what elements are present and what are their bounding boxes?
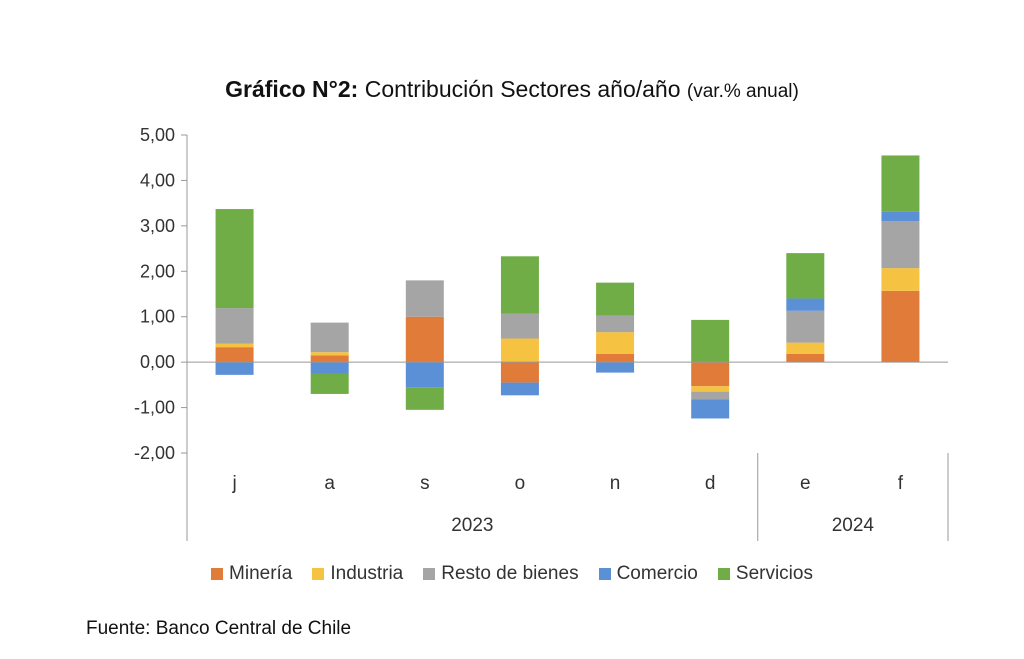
legend-item-industria: Industria xyxy=(312,563,403,585)
legend-label: Minería xyxy=(229,563,293,584)
bar-segment-minería xyxy=(596,353,635,363)
legend-swatch xyxy=(423,568,436,580)
x-tick-label: o xyxy=(515,473,526,494)
bar-segment-resto-de-bienes xyxy=(500,313,539,339)
bar-segment-comercio xyxy=(596,362,635,373)
chart-title-main: Contribución Sectores año/año xyxy=(358,76,687,102)
y-tick-label: -2,00 xyxy=(134,443,175,463)
bar-segment-comercio xyxy=(500,382,539,396)
legend-swatch xyxy=(598,568,611,580)
x-tick-label: e xyxy=(800,473,811,494)
legend-swatch xyxy=(211,568,224,580)
x-tick-label: d xyxy=(705,473,716,494)
y-tick-label: 2,00 xyxy=(140,261,175,281)
bar-segment-servicios xyxy=(310,373,349,394)
y-tick-label: -1,00 xyxy=(134,398,175,418)
legend-label: Servicios xyxy=(735,563,813,584)
bar-segment-resto-de-bienes xyxy=(215,308,254,344)
x-tick-label: s xyxy=(420,473,430,494)
bar-segment-industria xyxy=(881,268,920,291)
bar-segment-resto-de-bienes xyxy=(405,280,444,317)
legend-item-servicios: Servicios xyxy=(717,563,813,585)
y-tick-label: 3,00 xyxy=(140,216,175,236)
bar-segment-servicios xyxy=(596,282,635,316)
bar-segment-industria xyxy=(786,342,825,354)
legend-item-comercio: Comercio xyxy=(598,563,698,585)
chart-title: Gráfico N°2: Contribución Sectores año/a… xyxy=(0,76,1024,103)
bar-segment-servicios xyxy=(215,209,254,309)
bar-segment-servicios xyxy=(881,155,920,212)
legend-label: Resto de bienes xyxy=(441,563,579,584)
group-label-2024: 2024 xyxy=(832,515,875,536)
x-tick-label: a xyxy=(324,473,335,494)
legend-item-resto-de-bienes: Resto de bienes xyxy=(423,563,579,585)
bar-segment-servicios xyxy=(405,387,444,410)
bar-segment-comercio xyxy=(786,298,825,311)
bar-segment-resto-de-bienes xyxy=(596,315,635,333)
bar-segment-minería xyxy=(310,355,349,363)
bar-segment-industria xyxy=(500,338,539,363)
x-tick-label: f xyxy=(898,473,904,494)
legend-swatch xyxy=(717,568,730,580)
chart-title-units: (var.% anual) xyxy=(686,81,799,102)
legend-item-minería: Minería xyxy=(211,563,292,585)
bar-segment-industria xyxy=(215,343,254,348)
bar-segment-resto-de-bienes xyxy=(691,391,730,400)
bar-segment-minería xyxy=(405,316,444,363)
bar-segment-servicios xyxy=(691,319,730,363)
bar-segment-minería xyxy=(881,290,920,363)
chart-title-bold: Gráfico N°2: xyxy=(225,76,359,102)
source-note: Fuente: Banco Central de Chile xyxy=(86,618,352,639)
bar-segment-comercio xyxy=(691,399,730,419)
x-tick-label: n xyxy=(610,473,621,494)
bar-segment-resto-de-bienes xyxy=(310,322,349,353)
y-tick-label: 4,00 xyxy=(140,170,175,190)
bar-segment-industria xyxy=(310,352,349,356)
bar-segment-comercio xyxy=(215,362,254,375)
y-tick-label: 1,00 xyxy=(140,307,175,327)
bar-segment-minería xyxy=(215,347,254,363)
bar-segment-minería xyxy=(786,353,825,363)
bar-segment-minería xyxy=(691,362,730,387)
bar-segment-servicios xyxy=(500,256,539,314)
legend-swatch xyxy=(312,568,325,580)
y-tick-label: 0,00 xyxy=(140,352,175,372)
bar-segment-comercio xyxy=(405,362,444,388)
bar-segment-comercio xyxy=(881,211,920,222)
legend-label: Industria xyxy=(330,563,404,584)
bar-segment-industria xyxy=(691,386,730,392)
y-tick-label: 5,00 xyxy=(140,125,175,145)
bar-segment-industria xyxy=(596,332,635,354)
bar-segment-servicios xyxy=(786,253,825,299)
bar-segment-comercio xyxy=(310,362,349,374)
legend-label: Comercio xyxy=(616,563,698,584)
bar-segment-resto-de-bienes xyxy=(881,221,920,269)
legend: Minería Industria Resto de bienes Comercio S… xyxy=(0,563,1024,585)
stacked-bar-chart: 5,00 4,00 3,00 2,00 1,00 0,00 -1,00 -2,00 j a s o n d… xyxy=(134,125,949,541)
x-tick-label: j xyxy=(231,473,236,494)
bar-segment-resto-de-bienes xyxy=(786,310,825,343)
group-label-2023: 2023 xyxy=(451,515,493,536)
bar-segment-minería xyxy=(500,362,539,383)
